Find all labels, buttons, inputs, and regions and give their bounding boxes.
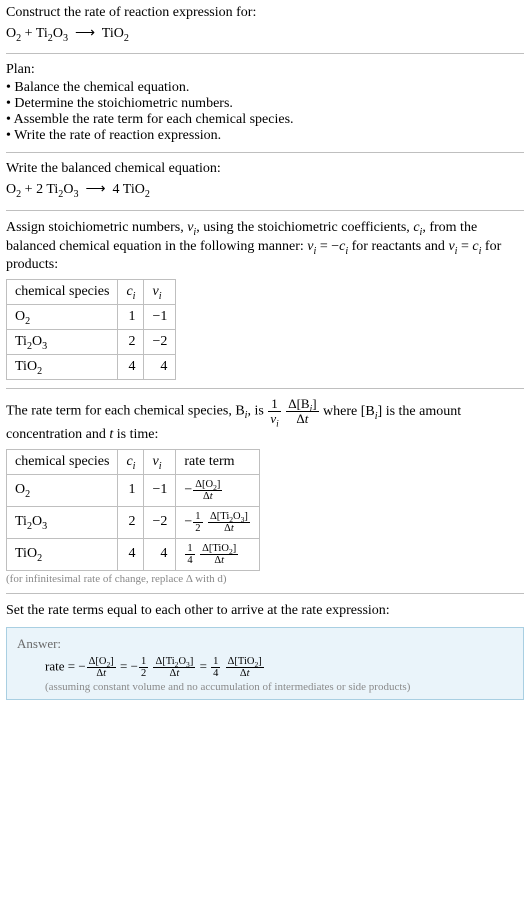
table-row: O2 1 −1: [7, 305, 176, 330]
cell-nui: 4: [144, 538, 176, 570]
separator: [6, 152, 524, 153]
col-rate: rate term: [176, 449, 260, 474]
balanced-equation: O2 + 2 Ti2O3 ⟶ 4 TiO2: [6, 179, 524, 201]
cell-rate: −Δ[O2]Δt: [176, 474, 260, 506]
rateterm-table: chemical species ci νi rate term O2 1 −1…: [6, 449, 260, 571]
separator: [6, 388, 524, 389]
separator: [6, 593, 524, 594]
construct-title: Construct the rate of reaction expressio…: [6, 4, 524, 23]
separator: [6, 210, 524, 211]
cell-ci: 1: [118, 474, 144, 506]
cell-nui: 4: [144, 355, 176, 380]
rateterm-intro-pre: The rate term for each chemical species,…: [6, 404, 245, 419]
rateterm-intro-post: , is: [247, 404, 267, 419]
cell-species: O2: [7, 474, 118, 506]
table-row: Ti2O3 2 −2 −12 Δ[Ti2O3]Δt: [7, 506, 260, 538]
set-title: Set the rate terms equal to each other t…: [6, 602, 524, 621]
col-species: chemical species: [7, 449, 118, 474]
cell-ci: 2: [118, 506, 144, 538]
cell-species: O2: [7, 305, 118, 330]
plan-list: Balance the chemical equation. Determine…: [6, 80, 524, 144]
col-nui: νi: [144, 280, 176, 305]
rateterm-footnote: (for infinitesimal rate of change, repla…: [6, 573, 524, 585]
col-ci: ci: [118, 449, 144, 474]
cell-species: Ti2O3: [7, 330, 118, 355]
answer-label: Answer:: [17, 636, 513, 652]
separator: [6, 53, 524, 54]
cell-ci: 1: [118, 305, 144, 330]
cell-nui: −2: [144, 330, 176, 355]
table-row: TiO2 4 4 14 Δ[TiO2]Δt: [7, 538, 260, 570]
table-row: O2 1 −1 −Δ[O2]Δt: [7, 474, 260, 506]
plan-item: Balance the chemical equation.: [6, 80, 524, 96]
cell-species: TiO2: [7, 538, 118, 570]
cell-ci: 2: [118, 330, 144, 355]
cell-ci: 4: [118, 538, 144, 570]
plan-title: Plan:: [6, 62, 524, 78]
table-row: Ti2O3 2 −2: [7, 330, 176, 355]
cell-species: TiO2: [7, 355, 118, 380]
construct-equation: O2 + Ti2O3 ⟶ TiO2: [6, 23, 524, 45]
cell-rate: 14 Δ[TiO2]Δt: [176, 538, 260, 570]
cell-species: Ti2O3: [7, 506, 118, 538]
col-ci: ci: [118, 280, 144, 305]
answer-box: Answer: rate = −Δ[O2]Δt = −12 Δ[Ti2O3]Δt…: [6, 627, 524, 700]
cell-nui: −1: [144, 474, 176, 506]
col-nui: νi: [144, 449, 176, 474]
plan-item: Determine the stoichiometric numbers.: [6, 96, 524, 112]
answer-assume: (assuming constant volume and no accumul…: [17, 681, 513, 693]
cell-rate: −12 Δ[Ti2O3]Δt: [176, 506, 260, 538]
stoich-table: chemical species ci νi O2 1 −1 Ti2O3 2 −…: [6, 279, 176, 380]
cell-nui: −1: [144, 305, 176, 330]
cell-ci: 4: [118, 355, 144, 380]
table-row: TiO2 4 4: [7, 355, 176, 380]
cell-nui: −2: [144, 506, 176, 538]
col-species: chemical species: [7, 280, 118, 305]
plan-item: Write the rate of reaction expression.: [6, 128, 524, 144]
rateterm-intro: The rate term for each chemical species,…: [6, 397, 524, 444]
stoich-intro: Assign stoichiometric numbers, νi, using…: [6, 219, 524, 276]
plan-item: Assemble the rate term for each chemical…: [6, 112, 524, 128]
answer-rate: rate = −Δ[O2]Δt = −12 Δ[Ti2O3]Δt = 14 Δ[…: [17, 656, 513, 679]
balanced-title: Write the balanced chemical equation:: [6, 161, 524, 177]
